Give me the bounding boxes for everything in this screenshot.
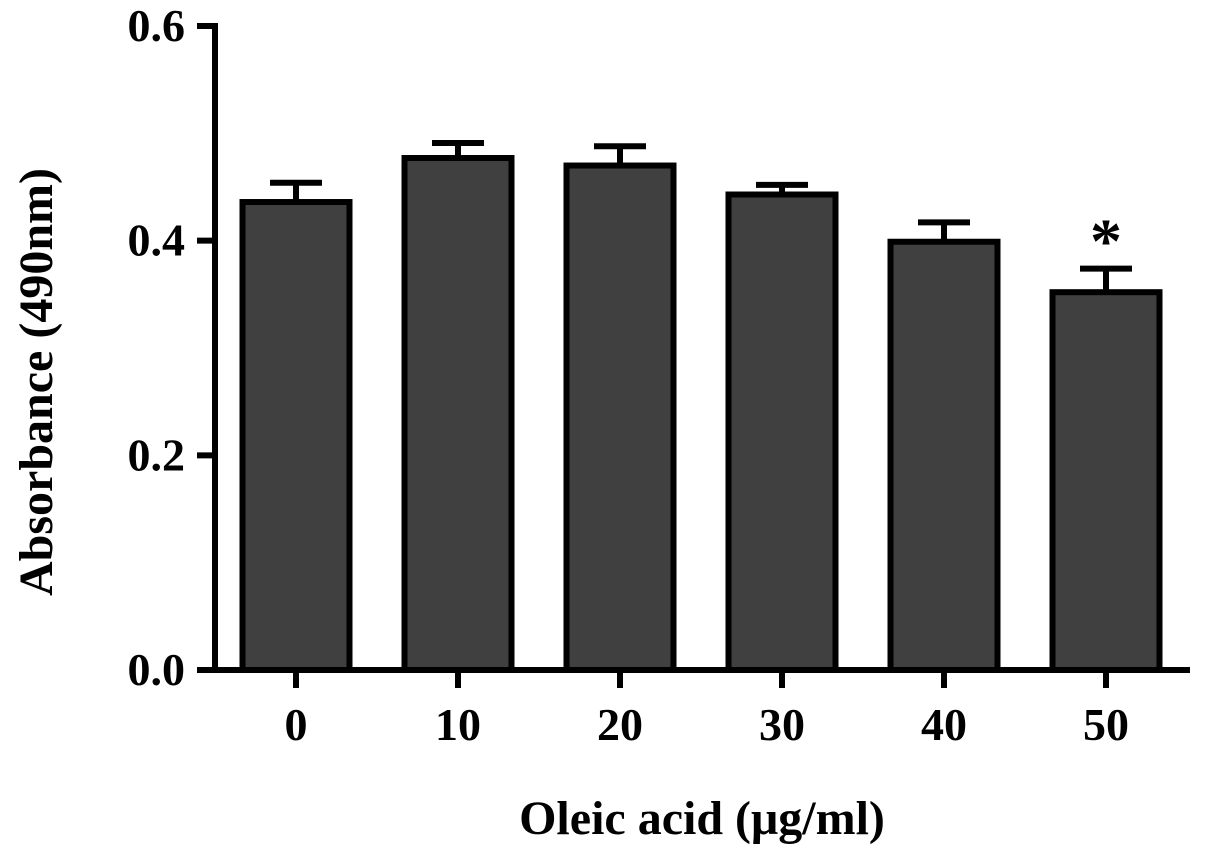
bar (401, 155, 515, 674)
y-axis-title: Absorbance (490nm) (10, 168, 63, 596)
bars-layer (239, 139, 1163, 674)
x-tick-label: 10 (435, 699, 481, 750)
y-tick-label: 0.2 (128, 429, 186, 480)
bar (725, 191, 839, 673)
x-tick-label: 30 (759, 699, 805, 750)
x-axis-title: Oleic acid (μg/ml) (519, 792, 885, 845)
y-tick-label: 0.6 (128, 0, 186, 51)
bar (563, 162, 677, 674)
x-tick-label: 20 (597, 699, 643, 750)
bar (239, 199, 353, 673)
x-tick-label: 0 (285, 699, 308, 750)
annotations: * (1090, 206, 1122, 277)
x-tick-label: 50 (1083, 699, 1129, 750)
y-ticks: 0.0 0.2 0.4 0.6 (128, 0, 215, 695)
y-tick-label: 0.4 (128, 215, 186, 266)
x-tick-label: 40 (921, 699, 967, 750)
y-tick-label: 0.0 (128, 644, 186, 695)
axes-layer (212, 23, 1190, 673)
bar (887, 238, 1001, 674)
significance-marker: * (1090, 206, 1122, 277)
bar (1049, 289, 1163, 673)
x-ticks: 0 10 20 30 40 50 (285, 670, 1129, 750)
